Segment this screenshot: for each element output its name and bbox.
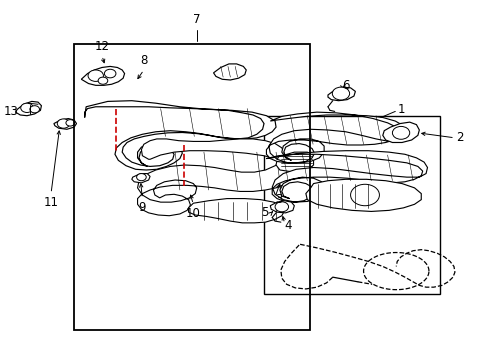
Polygon shape [54,118,76,129]
Polygon shape [264,116,439,294]
Text: 5: 5 [261,206,268,219]
Polygon shape [382,122,419,143]
Polygon shape [327,87,355,101]
Polygon shape [266,112,406,163]
Circle shape [98,77,107,84]
Circle shape [66,120,75,126]
Text: 11: 11 [43,196,59,209]
Text: 4: 4 [284,219,292,232]
Circle shape [350,184,379,206]
Text: 9: 9 [138,202,146,215]
Text: 8: 8 [140,54,147,67]
Polygon shape [188,199,284,223]
Text: 3: 3 [275,193,282,206]
Polygon shape [81,66,124,85]
Polygon shape [16,102,41,116]
Circle shape [104,69,116,78]
Polygon shape [276,152,313,172]
Circle shape [30,106,40,113]
Polygon shape [266,151,427,202]
Text: 6: 6 [342,79,349,92]
Polygon shape [270,201,294,213]
Circle shape [332,87,349,100]
Polygon shape [213,64,246,80]
Bar [74,44,309,330]
Circle shape [391,126,409,139]
Text: 12: 12 [94,40,109,53]
Polygon shape [305,179,420,211]
Text: 7: 7 [193,13,200,26]
Circle shape [136,174,146,181]
Circle shape [20,103,33,112]
Circle shape [57,119,70,128]
Text: 13: 13 [4,105,19,118]
Circle shape [275,202,288,212]
Polygon shape [137,139,292,216]
Polygon shape [84,101,276,170]
Polygon shape [132,174,150,183]
Text: 1: 1 [396,103,404,116]
Text: 2: 2 [455,131,463,144]
Text: 10: 10 [185,207,201,220]
Circle shape [88,70,103,81]
